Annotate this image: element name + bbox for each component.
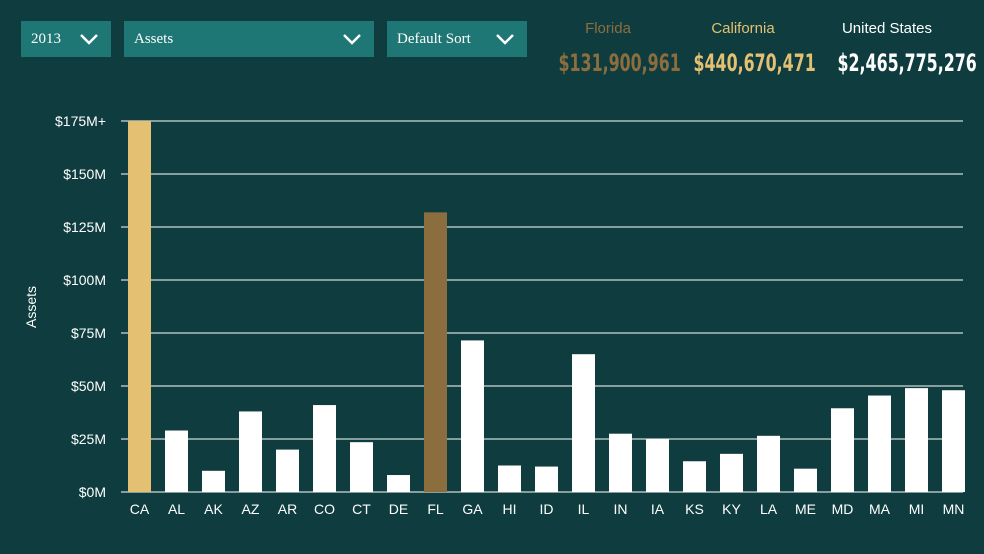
x-tick-label: KS <box>685 501 704 517</box>
x-tick-label: KY <box>722 501 741 517</box>
y-tick-label: $100M <box>63 272 106 288</box>
florida-stat: Florida $131,900,961 <box>533 20 683 77</box>
bar-hi[interactable] <box>498 465 521 493</box>
x-tick-label: AL <box>168 501 185 517</box>
x-tick-label: MD <box>832 501 854 517</box>
bar-de[interactable] <box>387 475 410 492</box>
bar-ca[interactable] <box>128 121 151 492</box>
x-tick-label: HI <box>503 501 517 517</box>
y-tick-label: $125M <box>63 219 106 235</box>
bar-ak[interactable] <box>202 470 225 492</box>
y-axis-label: Assets <box>23 286 39 328</box>
bar-id[interactable] <box>535 466 558 492</box>
bar-ia[interactable] <box>646 439 669 492</box>
bar-ga[interactable] <box>461 340 484 492</box>
united-states-label: United States <box>841 20 933 37</box>
year-dropdown[interactable]: 2013 <box>21 21 111 57</box>
chevron-down-icon <box>80 34 98 45</box>
x-tick-label: IL <box>578 501 590 517</box>
x-tick-label: IN <box>614 501 628 517</box>
bar-la[interactable] <box>757 435 780 492</box>
x-tick-label: MA <box>869 501 891 517</box>
x-tick-label: AR <box>278 501 297 517</box>
bar-il[interactable] <box>572 354 595 492</box>
chevron-down-icon <box>496 34 514 45</box>
sort-value: Default Sort <box>397 30 471 47</box>
bar-ks[interactable] <box>683 461 706 492</box>
y-tick-label: $150M <box>63 166 106 182</box>
x-tick-label: DE <box>389 501 408 517</box>
y-tick-label: $50M <box>71 378 106 394</box>
x-tick-label: ID <box>540 501 554 517</box>
bar-ky[interactable] <box>720 453 743 492</box>
x-axis-ticks: CA AL AK AZ AR CO CT DE FL GA HI ID IL IN IA KS KY LA ME MD… <box>130 501 965 517</box>
chevron-down-icon <box>343 34 361 45</box>
x-tick-label: MI <box>909 501 925 517</box>
x-tick-label: AK <box>204 501 223 517</box>
bar-co[interactable] <box>313 405 336 492</box>
bars <box>128 121 965 492</box>
california-label: California <box>711 20 775 37</box>
bar-mi[interactable] <box>905 388 928 492</box>
y-tick-label: $0M <box>79 484 106 500</box>
y-tick-label: $75M <box>71 325 106 341</box>
bar-ma[interactable] <box>868 395 891 492</box>
x-tick-label: AZ <box>242 501 260 517</box>
bar-fl[interactable] <box>424 212 447 492</box>
metric-dropdown[interactable]: Assets <box>124 21 374 57</box>
metric-value: Assets <box>134 30 174 47</box>
x-tick-label: LA <box>760 501 778 517</box>
bar-me[interactable] <box>794 468 817 492</box>
x-tick-label: CO <box>314 501 335 517</box>
united-states-stat: United States $2,465,775,276 <box>812 20 977 77</box>
x-tick-label: IA <box>651 501 665 517</box>
bar-ct[interactable] <box>350 442 373 492</box>
bar-al[interactable] <box>165 430 188 492</box>
california-stat: California $440,670,471 <box>668 20 818 77</box>
y-axis-ticks: $0M $25M $50M $75M $100M $125M $150M $175M+ <box>55 113 106 500</box>
x-tick-label: MN <box>943 501 965 517</box>
bar-az[interactable] <box>239 411 262 492</box>
x-tick-label: GA <box>462 501 483 517</box>
x-tick-label: ME <box>795 501 816 517</box>
y-tick-label: $175M+ <box>55 113 106 129</box>
sort-dropdown[interactable]: Default Sort <box>387 21 527 57</box>
x-tick-label: FL <box>427 501 444 517</box>
x-tick-label: CA <box>130 501 150 517</box>
x-tick-label: CT <box>352 501 371 517</box>
florida-label: Florida <box>585 20 631 37</box>
y-tick-label: $25M <box>71 431 106 447</box>
bar-in[interactable] <box>609 433 632 492</box>
bar-ar[interactable] <box>276 449 299 492</box>
year-value: 2013 <box>31 30 61 47</box>
bar-md[interactable] <box>831 408 854 492</box>
bar-mn[interactable] <box>942 390 965 492</box>
